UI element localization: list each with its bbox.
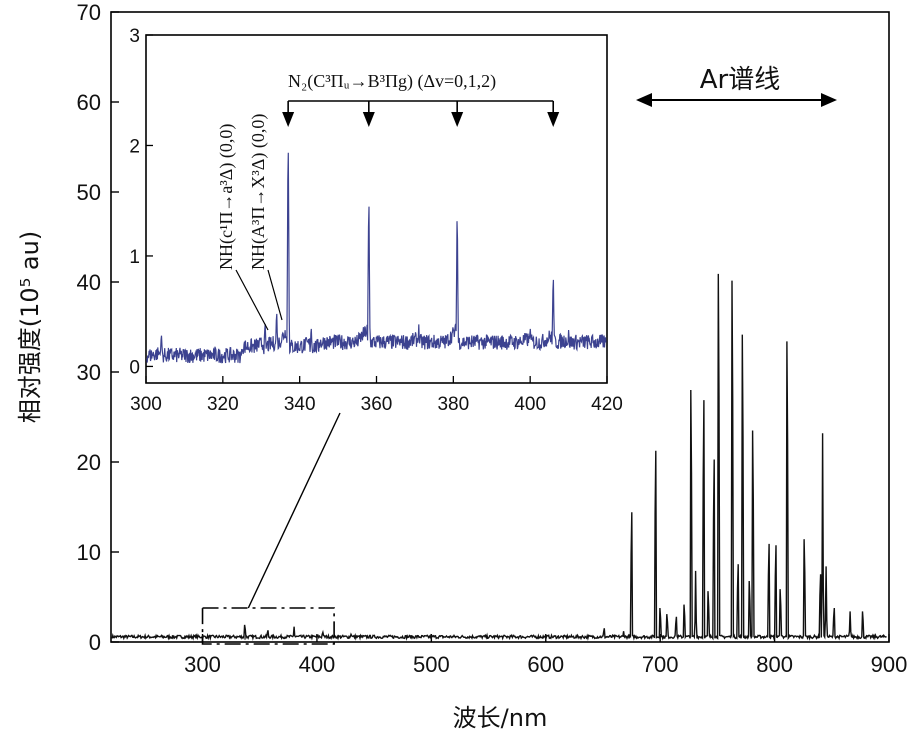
main-spectrum-trace — [111, 273, 887, 642]
n2-arrow-head-2 — [451, 112, 464, 127]
ar-lines-annotation: Ar谱线 — [636, 65, 837, 107]
y-tick-label-0: 0 — [89, 630, 101, 655]
inset-x-tick-label-400: 400 — [514, 394, 546, 415]
inset-x-tick-label-300: 300 — [130, 394, 162, 415]
inset-y-tick-label-0: 0 — [129, 357, 140, 378]
n2-arrow-head-1 — [362, 112, 375, 127]
n2-band-bracket: N₂(C³Πᵤ→B³Πg) (Δv=0,1,2) — [282, 71, 560, 127]
x-tick-label-600: 600 — [527, 652, 564, 677]
main-trace-line — [111, 273, 887, 642]
inset-y-tick-label-3: 3 — [129, 26, 140, 47]
y-axis-title: 相对强度(10⁵ au) — [16, 231, 44, 423]
nh-c-a-label: NH(c¹Π→a³Δ) (0,0) — [216, 124, 237, 270]
x-tick-label-700: 700 — [642, 652, 679, 677]
x-tick-label-500: 500 — [413, 652, 450, 677]
inset-axis-ticks: 300 320 340 360 380 400 420 0 1 2 3 — [129, 26, 622, 415]
y-tick-label-70: 70 — [77, 0, 101, 25]
zoom-box — [201, 412, 341, 645]
x-tick-label-900: 900 — [871, 652, 908, 677]
nh-labels: NH(c¹Π→a³Δ) (0,0) NH(A³Π→X³Δ) (0,0) — [216, 114, 283, 331]
inset-trace-line — [146, 152, 607, 364]
n2-arrow-head-3 — [547, 112, 560, 127]
x-tick-label-300: 300 — [184, 652, 221, 677]
inset-x-tick-label-420: 420 — [591, 394, 623, 415]
inset-x-tick-label-380: 380 — [437, 394, 469, 415]
n2-arrow-head-0 — [282, 112, 295, 127]
ar-lines-label: Ar谱线 — [700, 65, 780, 95]
y-tick-label-30: 30 — [77, 360, 101, 385]
inset-y-tick-label-2: 2 — [129, 136, 140, 157]
x-axis-title: 波长/nm — [453, 704, 548, 732]
n2-band-label: N₂(C³Πᵤ→B³Πg) (Δv=0,1,2) — [288, 71, 496, 92]
inset-plot-frame — [145, 34, 608, 384]
inset-y-tick-label-1: 1 — [129, 247, 140, 268]
nh-a-x-label: NH(A³Π→X³Δ) (0,0) — [248, 114, 269, 270]
inset-x-tick-label-340: 340 — [284, 394, 316, 415]
y-tick-label-40: 40 — [77, 270, 101, 295]
inset-spectrum-trace — [146, 152, 607, 364]
inset-x-tick-label-360: 360 — [361, 394, 393, 415]
y-tick-label-60: 60 — [77, 90, 101, 115]
y-tick-label-50: 50 — [77, 180, 101, 205]
x-tick-label-800: 800 — [756, 652, 793, 677]
x-tick-label-400: 400 — [299, 652, 336, 677]
inset-x-tick-label-320: 320 — [207, 394, 239, 415]
y-tick-label-20: 20 — [77, 450, 101, 475]
main-plot-frame — [110, 11, 890, 643]
y-tick-label-10: 10 — [77, 540, 101, 565]
